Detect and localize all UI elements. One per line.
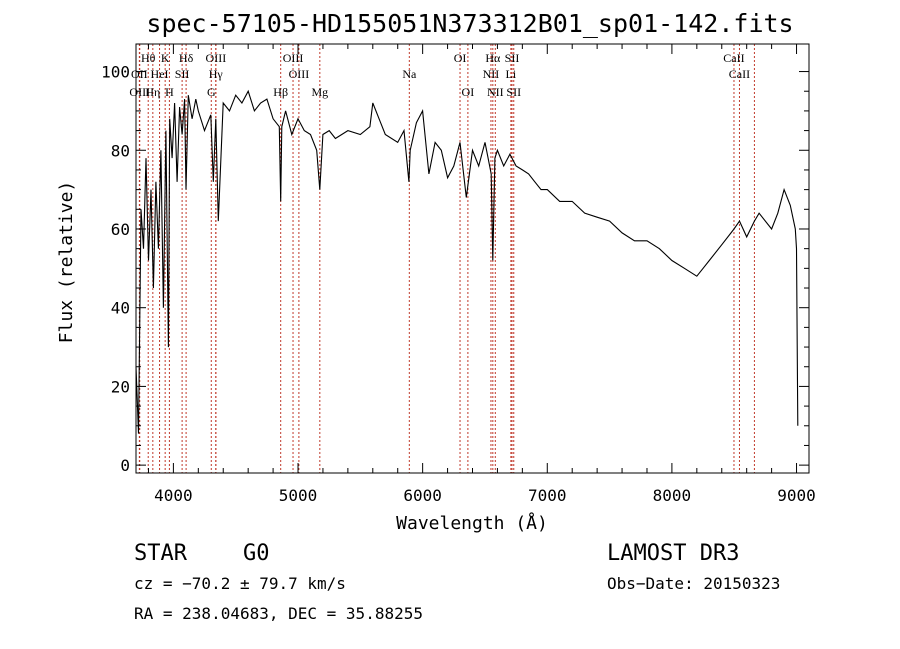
object-class: STAR xyxy=(134,541,188,566)
line-label: G xyxy=(207,85,216,99)
x-tick-label: 9000 xyxy=(777,486,816,505)
line-label: Hβ xyxy=(273,85,288,99)
chart-title: spec-57105-HD155051N373312B01_sp01-142.f… xyxy=(146,9,793,38)
coordinates-text: RA = 238.04683, DEC = 35.88255 xyxy=(134,604,423,623)
x-tick-label: 7000 xyxy=(528,486,567,505)
line-label: Na xyxy=(402,67,417,81)
line-label: Mg xyxy=(311,85,328,99)
line-label: Hδ xyxy=(179,51,194,65)
line-label: H xyxy=(165,85,174,99)
y-tick-label: 0 xyxy=(120,456,130,475)
line-label: OIII xyxy=(283,51,304,65)
line-label: OIII xyxy=(129,85,150,99)
line-label: OII xyxy=(131,67,148,81)
line-markers xyxy=(138,44,755,473)
y-tick-label: 20 xyxy=(111,377,130,396)
x-tick-label: 5000 xyxy=(279,486,318,505)
line-label: NII xyxy=(487,85,504,99)
line-label: CaII xyxy=(744,0,765,3)
line-label: OIII xyxy=(289,67,310,81)
y-axis-label: Flux (relative) xyxy=(56,181,77,344)
line-label: SII xyxy=(175,67,190,81)
line-label: CaII xyxy=(723,51,744,65)
line-label: OIII xyxy=(206,51,227,65)
y-tick-label: 100 xyxy=(101,63,130,82)
object-subclass: G0 xyxy=(243,541,270,566)
line-label: K xyxy=(161,51,170,65)
y-tick-label: 40 xyxy=(111,299,130,318)
x-tick-label: 6000 xyxy=(403,486,442,505)
x-tick-label: 8000 xyxy=(653,486,692,505)
line-label: OI xyxy=(454,51,467,65)
line-label: Hα xyxy=(485,51,501,65)
line-label: Li xyxy=(506,67,517,81)
line-label: Hγ xyxy=(209,67,224,81)
line-labels: Hθ K Hδ OIII OIII OI Hα SII CaII OII HeI SII Hγ OIII N… xyxy=(129,0,765,99)
flux-series-line xyxy=(135,89,799,434)
x-tick-label: 4000 xyxy=(154,486,193,505)
line-label: Hη xyxy=(145,85,160,99)
line-label: SII xyxy=(505,51,520,65)
y-tick-label: 60 xyxy=(111,220,130,239)
y-tick-label: 80 xyxy=(111,141,130,160)
line-label: CaII xyxy=(729,67,750,81)
survey-name: LAMOST DR3 xyxy=(607,541,739,566)
redshift-text: cz = −70.2 ± 79.7 km/s xyxy=(134,574,346,593)
line-label: NII xyxy=(483,67,500,81)
plot-frame xyxy=(135,43,810,474)
line-label: SII xyxy=(506,85,521,99)
line-label: Hθ xyxy=(141,51,156,65)
x-axis-label: Wavelength (Å) xyxy=(396,512,548,534)
line-label: HeI xyxy=(151,67,169,81)
axis-ticks: 4000 5000 6000 7000 8000 9000 0 20 40 60 80 100 xyxy=(101,44,816,505)
line-label: OI xyxy=(462,85,475,99)
obs-date: Obs−Date: 20150323 xyxy=(607,574,780,593)
